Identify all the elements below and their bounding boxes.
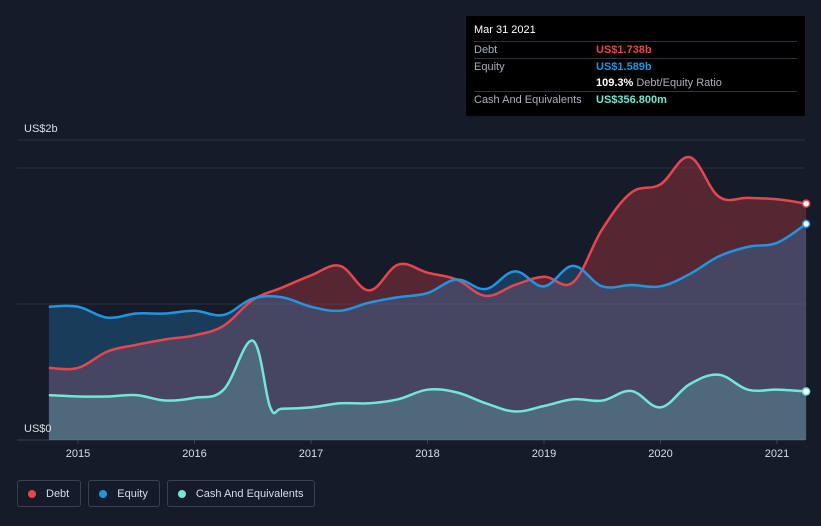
x-tick-label-2020: 2020 (648, 448, 672, 460)
tooltip-ratio-label: Debt/Equity Ratio (636, 77, 722, 89)
tooltip-ratio: 109.3% Debt/Equity Ratio (596, 75, 722, 91)
equity-area (48, 223, 807, 440)
legend-item-debt[interactable]: Debt (17, 480, 82, 507)
chart-legend: Debt Equity Cash And Equivalents (17, 480, 316, 507)
x-tick-label-2019: 2019 (532, 448, 556, 460)
legend-debt-label: Debt (46, 487, 70, 500)
tooltip-ratio-value: 109.3% (596, 77, 634, 89)
tooltip-ratio-row: 109.3% Debt/Equity Ratio (474, 75, 797, 91)
cash-end-point (801, 387, 811, 396)
tooltip-cash-label: Cash And Equivalents (474, 94, 582, 106)
x-tick-label-2017: 2017 (299, 448, 323, 460)
x-tick-label-2015: 2015 (66, 448, 90, 460)
debt-area (48, 156, 807, 440)
chart-tooltip: Mar 31 2021 Debt US$1.738b Equity US$1.5… (466, 16, 805, 116)
equity-line (48, 222, 807, 320)
x-tick-label-2016: 2016 (182, 448, 206, 460)
debt-end-point (801, 199, 811, 208)
cash-dot-icon (177, 489, 186, 498)
chart-axis: US$2b US$0 2015 2016 2017 2018 2019 2020 2021 (24, 123, 789, 460)
equity-dot-icon (99, 489, 108, 498)
chart-end-points (801, 199, 811, 396)
legend-item-cash[interactable]: Cash And Equivalents (166, 480, 316, 507)
tooltip-equity-value: US$1.589b (596, 61, 652, 73)
tooltip-debt-value: US$1.738b (596, 44, 652, 56)
x-tick-label-2018: 2018 (415, 448, 439, 460)
legend-equity-label: Equity (117, 487, 148, 500)
y-tick-label-top: US$2b (24, 123, 58, 135)
tooltip-debt-row: Debt US$1.738b (474, 41, 797, 58)
legend-item-equity[interactable]: Equity (88, 480, 160, 507)
legend-cash-label: Cash And Equivalents (195, 487, 304, 500)
debt-dot-icon (28, 489, 36, 498)
cash-line (48, 339, 807, 415)
chart-areas (48, 156, 807, 440)
tooltip-debt-label: Debt (474, 44, 498, 56)
debt-line (48, 155, 807, 371)
tooltip-equity-label: Equity (474, 61, 505, 73)
tooltip-cash-value: US$356.800m (596, 94, 667, 106)
tooltip-equity-row: Equity US$1.589b (474, 58, 797, 75)
equity-end-point (801, 219, 811, 229)
y-tick-label-bottom: US$0 (24, 423, 52, 435)
tooltip-date: Mar 31 2021 (474, 24, 536, 36)
tooltip-cash-row: Cash And Equivalents US$356.800m (474, 91, 797, 108)
x-tick-label-2021: 2021 (765, 448, 789, 460)
chart-lines (48, 155, 807, 415)
